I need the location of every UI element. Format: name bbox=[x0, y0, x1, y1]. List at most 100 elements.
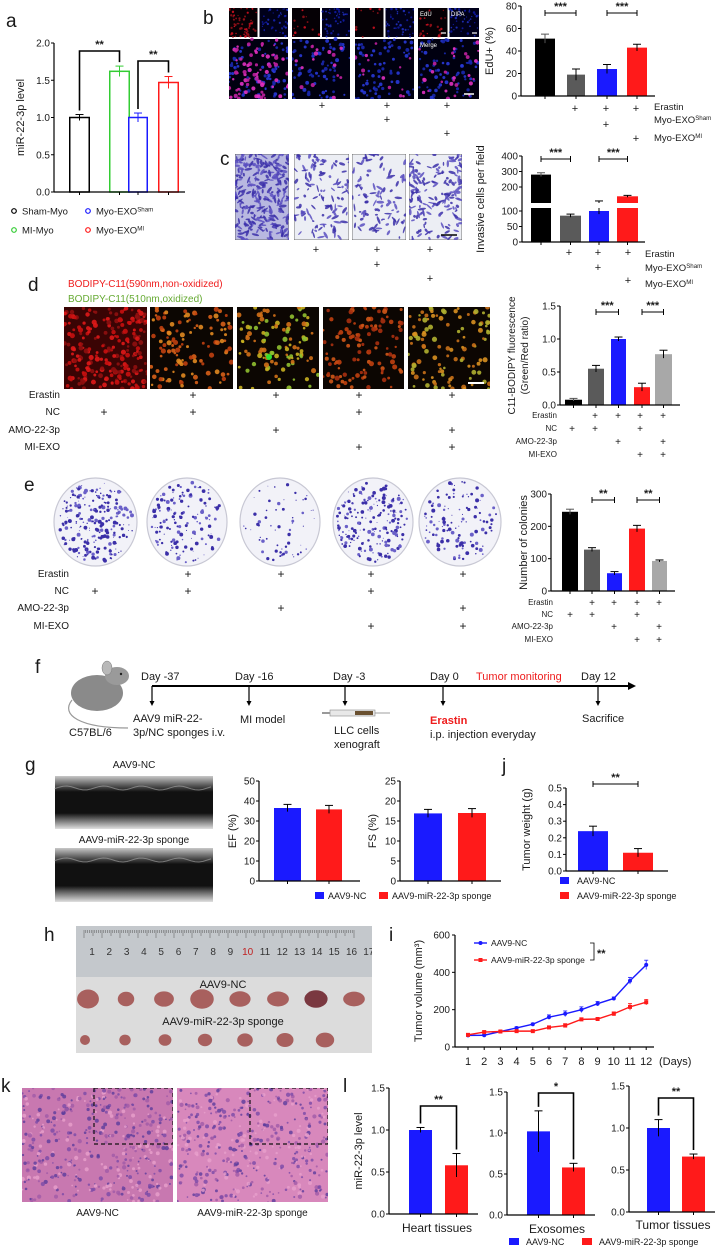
cell bbox=[320, 1158, 323, 1161]
cell bbox=[275, 54, 278, 57]
cell bbox=[334, 10, 337, 14]
cell bbox=[264, 52, 267, 55]
cell bbox=[135, 370, 139, 374]
cell bbox=[433, 385, 438, 389]
colony bbox=[367, 499, 369, 502]
colony bbox=[385, 495, 387, 497]
cell bbox=[455, 87, 460, 91]
colony bbox=[355, 516, 358, 519]
colony bbox=[95, 488, 99, 491]
cell bbox=[373, 81, 376, 84]
cell bbox=[132, 1167, 136, 1171]
cell bbox=[306, 316, 310, 320]
stained-cell bbox=[446, 160, 449, 168]
colony bbox=[466, 493, 468, 495]
cell bbox=[442, 9, 445, 12]
colony bbox=[109, 508, 112, 510]
colony bbox=[382, 537, 384, 539]
cell bbox=[409, 40, 414, 45]
cell bbox=[395, 80, 400, 84]
cell bbox=[111, 1091, 115, 1095]
cell bbox=[139, 1157, 142, 1160]
stained-cell bbox=[331, 208, 338, 214]
cell bbox=[123, 380, 126, 383]
colony bbox=[113, 531, 116, 535]
cell bbox=[437, 370, 441, 374]
cell bbox=[273, 1161, 277, 1166]
series-line bbox=[467, 964, 647, 1037]
cell bbox=[126, 320, 131, 325]
cell bbox=[425, 383, 430, 388]
stained-cell bbox=[413, 154, 419, 157]
cell bbox=[274, 1157, 277, 1161]
cell bbox=[130, 308, 134, 312]
cell bbox=[133, 1093, 138, 1098]
colony bbox=[277, 525, 281, 529]
cell bbox=[179, 1088, 183, 1092]
stained-cell bbox=[368, 226, 374, 231]
stained-cell bbox=[360, 158, 365, 165]
colony bbox=[97, 519, 102, 524]
cell bbox=[218, 1126, 223, 1131]
cell bbox=[77, 325, 82, 330]
cell bbox=[251, 1129, 254, 1133]
y-tick-label: 200 bbox=[530, 522, 547, 533]
colony bbox=[173, 512, 176, 515]
cell bbox=[424, 313, 429, 318]
colony bbox=[104, 501, 107, 504]
cell bbox=[418, 314, 421, 317]
cell bbox=[264, 318, 269, 323]
colony bbox=[113, 490, 116, 493]
cell bbox=[126, 348, 130, 352]
colony bbox=[101, 507, 103, 510]
colony bbox=[357, 535, 360, 538]
cell bbox=[347, 29, 350, 33]
cell bbox=[144, 1172, 147, 1175]
cell bbox=[317, 74, 320, 78]
colony bbox=[376, 501, 378, 503]
stained-cell bbox=[294, 178, 299, 184]
stained-cell bbox=[359, 185, 363, 191]
cell bbox=[236, 65, 240, 68]
cell bbox=[296, 1164, 300, 1169]
cell bbox=[466, 32, 470, 35]
cell bbox=[410, 371, 415, 375]
cell bbox=[243, 33, 245, 36]
stained-cell bbox=[340, 220, 348, 224]
cell bbox=[423, 50, 428, 55]
colony bbox=[312, 509, 314, 511]
colony bbox=[352, 503, 354, 505]
cell bbox=[293, 1118, 296, 1121]
colony bbox=[115, 515, 118, 518]
cell bbox=[233, 70, 239, 75]
colony bbox=[442, 516, 445, 519]
colony bbox=[476, 507, 478, 509]
cell bbox=[220, 328, 224, 332]
cell bbox=[403, 40, 407, 44]
colony bbox=[462, 494, 465, 496]
stained-cell bbox=[255, 218, 258, 221]
condition-plus: + bbox=[459, 601, 466, 615]
colony bbox=[454, 527, 457, 529]
cell bbox=[297, 1145, 301, 1150]
cell bbox=[233, 25, 236, 28]
cell bbox=[246, 78, 250, 82]
stained-cell bbox=[260, 169, 265, 176]
cell bbox=[366, 316, 371, 322]
cell bbox=[307, 90, 311, 94]
colony bbox=[79, 517, 82, 521]
cell bbox=[323, 1097, 327, 1102]
cell bbox=[178, 1167, 181, 1170]
y-tick-label: 0.3 bbox=[548, 817, 562, 828]
y-tick-label: 1.5 bbox=[36, 76, 50, 87]
cell bbox=[412, 384, 416, 388]
cell bbox=[381, 67, 385, 71]
cell bbox=[461, 20, 464, 23]
inset-box bbox=[249, 1088, 328, 1145]
y-tick-label: 1.0 bbox=[36, 113, 50, 124]
stained-cell bbox=[312, 163, 317, 168]
cell bbox=[265, 308, 270, 314]
stained-cell bbox=[245, 238, 249, 240]
cell bbox=[279, 1125, 284, 1129]
colony bbox=[74, 503, 78, 508]
